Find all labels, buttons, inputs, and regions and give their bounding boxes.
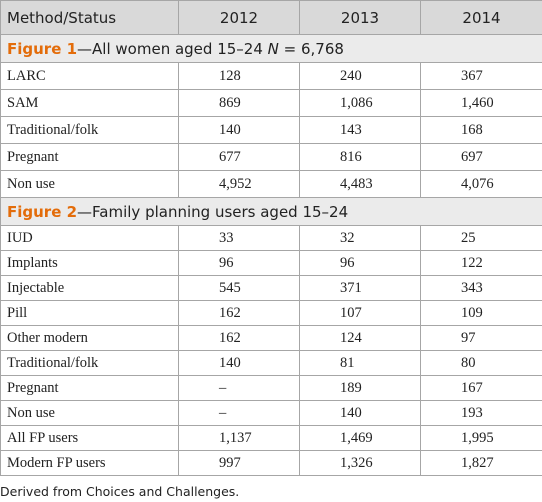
value-cell: 162 [178, 325, 300, 351]
data-row: Traditional/folk 140 143 168 [0, 116, 542, 144]
data-table: Method/Status 2012 2013 2014 Figure 1—All w… [0, 0, 542, 476]
data-row: LARC 128 240 367 [0, 62, 542, 90]
value-cell: 107 [299, 300, 421, 326]
value-cell: 1,460 [420, 89, 542, 117]
data-row: Other modern 162 124 97 [0, 325, 542, 351]
data-row: Non use –140 193 [0, 400, 542, 426]
value-cell: 189 [299, 375, 421, 401]
data-row: Modern FP users 997 1,326 1,827 [0, 450, 542, 476]
row-label: Pregnant [0, 143, 179, 171]
section-caption: —All women aged 15–24 [77, 39, 268, 58]
data-row: SAM 869 1,086 1,460 [0, 89, 542, 117]
value-cell: 96 [178, 250, 300, 276]
n-label: N [267, 39, 279, 58]
value-cell: – [178, 375, 300, 401]
value-cell: 697 [420, 143, 542, 171]
row-label: Modern FP users [0, 450, 179, 476]
data-row: Pill 162 107 109 [0, 300, 542, 326]
data-row: All FP users 1,137 1,469 1,995 [0, 425, 542, 451]
value-cell: 1,137 [178, 425, 300, 451]
value-cell: 545 [178, 275, 300, 301]
row-label: Pregnant [0, 375, 179, 401]
value-cell: 124 [299, 325, 421, 351]
value-cell: 816 [299, 143, 421, 171]
value-cell: 143 [299, 116, 421, 144]
footnote: Derived from Choices and Challenges. [0, 484, 240, 499]
value-cell: 162 [178, 300, 300, 326]
section-row: Figure 1—All women aged 15–24 N = 6,768 [0, 34, 542, 63]
value-cell: 1,326 [299, 450, 421, 476]
value-cell: 1,995 [420, 425, 542, 451]
row-label: IUD [0, 225, 179, 251]
value-cell: 96 [299, 250, 421, 276]
row-label: Pill [0, 300, 179, 326]
row-label: Non use [0, 400, 179, 426]
value-cell: 81 [299, 350, 421, 376]
row-label: All FP users [0, 425, 179, 451]
row-label: Implants [0, 250, 179, 276]
value-cell: 1,086 [299, 89, 421, 117]
value-cell: – [178, 400, 300, 426]
row-label: Injectable [0, 275, 179, 301]
data-row: Traditional/folk 140 81 80 [0, 350, 542, 376]
section-cell: Figure 1—All women aged 15–24 N = 6,768 [0, 34, 542, 63]
value-cell: 140 [178, 350, 300, 376]
value-cell: 240 [299, 62, 421, 90]
row-label: SAM [0, 89, 179, 117]
data-row: Pregnant 677 816 697 [0, 143, 542, 171]
value-cell: 140 [299, 400, 421, 426]
data-row: Implants 96 96 122 [0, 250, 542, 276]
data-row: Non use 4,952 4,483 4,076 [0, 170, 542, 198]
row-label: Other modern [0, 325, 179, 351]
header-cell: 2014 [420, 0, 542, 35]
header-row: Method/Status 2012 2013 2014 [0, 0, 542, 35]
value-cell: 677 [178, 143, 300, 171]
value-cell: 371 [299, 275, 421, 301]
value-cell: 122 [420, 250, 542, 276]
figure-label: Figure 1 [7, 39, 78, 58]
row-label: Non use [0, 170, 179, 198]
row-label: Traditional/folk [0, 116, 179, 144]
value-cell: 1,469 [299, 425, 421, 451]
data-row: Injectable 545 371 343 [0, 275, 542, 301]
value-cell: 1,827 [420, 450, 542, 476]
value-cell: 4,483 [299, 170, 421, 198]
header-cell: Method/Status [0, 0, 179, 35]
row-label: LARC [0, 62, 179, 90]
value-cell: 869 [178, 89, 300, 117]
value-cell: 109 [420, 300, 542, 326]
value-cell: 32 [299, 225, 421, 251]
header-cell: 2012 [178, 0, 300, 35]
value-cell: 168 [420, 116, 542, 144]
value-cell: 128 [178, 62, 300, 90]
figure-label: Figure 2 [7, 202, 78, 221]
row-label: Traditional/folk [0, 350, 179, 376]
header-cell: 2013 [299, 0, 421, 35]
value-cell: 343 [420, 275, 542, 301]
data-row: Pregnant –189 167 [0, 375, 542, 401]
value-cell: 33 [178, 225, 300, 251]
value-cell: 167 [420, 375, 542, 401]
section-caption: —Family planning users aged 15–24 [77, 202, 349, 221]
value-cell: 25 [420, 225, 542, 251]
section-row: Figure 2—Family planning users aged 15–2… [0, 197, 542, 226]
value-cell: 140 [178, 116, 300, 144]
data-row: IUD 33 32 25 [0, 225, 542, 251]
n-value: = 6,768 [278, 39, 344, 58]
value-cell: 4,952 [178, 170, 300, 198]
section-cell: Figure 2—Family planning users aged 15–2… [0, 197, 542, 226]
value-cell: 80 [420, 350, 542, 376]
value-cell: 997 [178, 450, 300, 476]
value-cell: 193 [420, 400, 542, 426]
value-cell: 4,076 [420, 170, 542, 198]
value-cell: 97 [420, 325, 542, 351]
value-cell: 367 [420, 62, 542, 90]
table-body: Figure 1—All women aged 15–24 N = 6,768 L… [0, 34, 542, 476]
